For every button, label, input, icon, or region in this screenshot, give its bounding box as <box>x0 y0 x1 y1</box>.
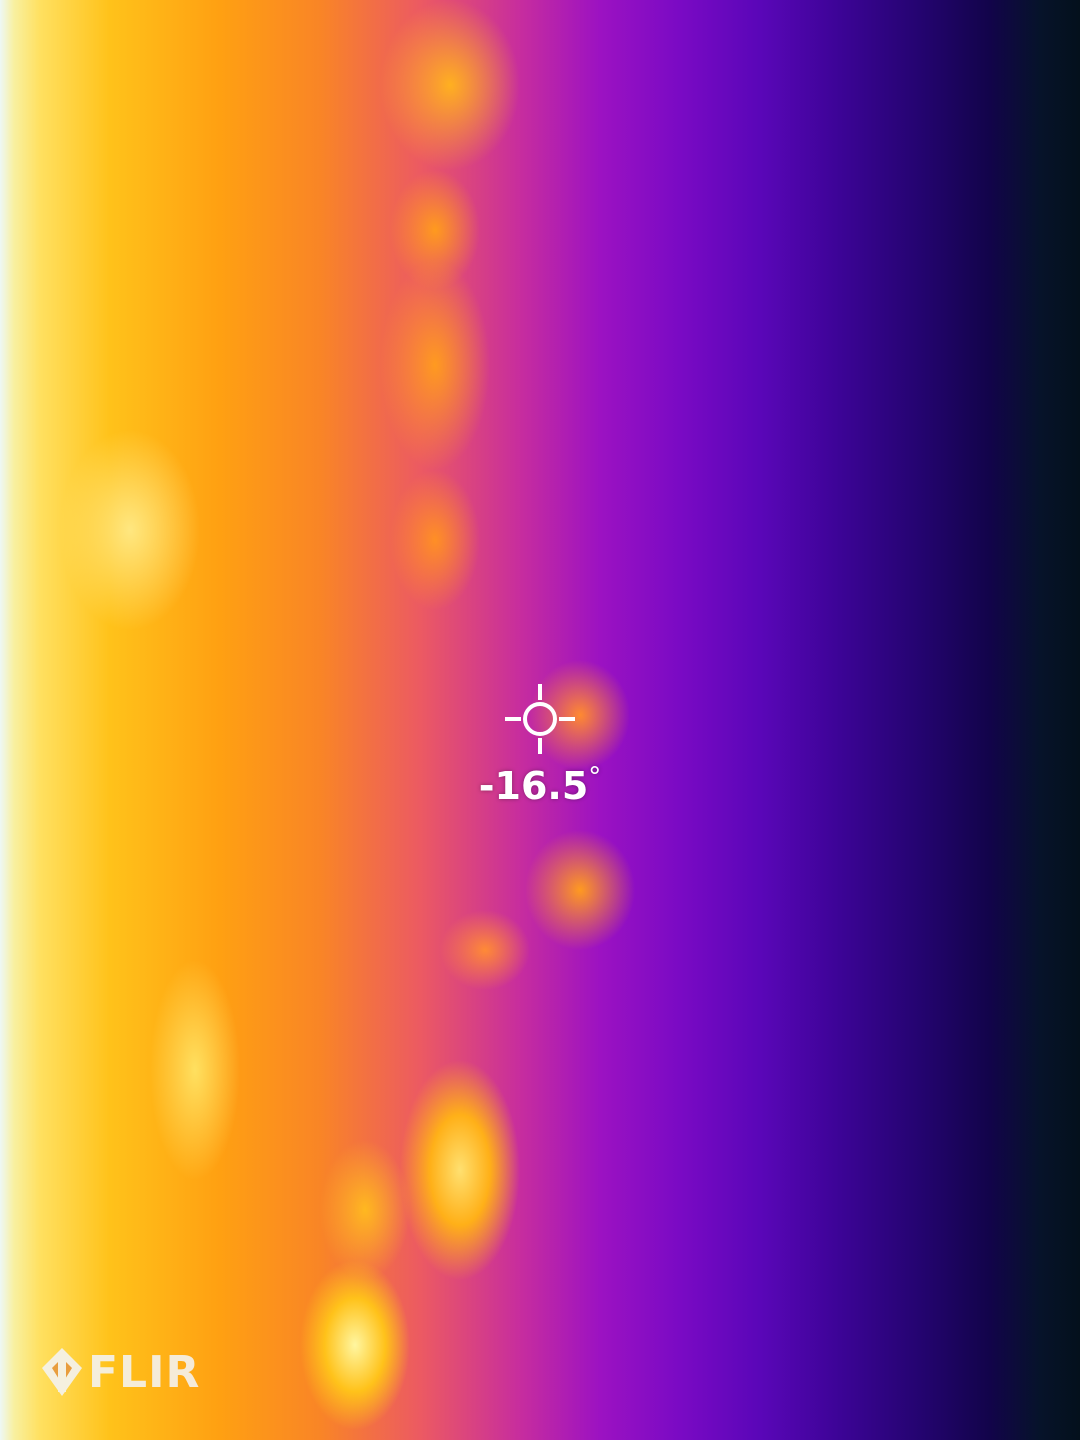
hot-spot <box>525 830 635 950</box>
hot-spot <box>390 470 480 610</box>
flir-wordmark: FLIR <box>88 1346 201 1398</box>
hot-spot <box>60 430 200 630</box>
hot-spot <box>400 1060 520 1280</box>
hot-spot <box>300 1260 410 1430</box>
hot-spot <box>390 170 480 290</box>
spot-temperature: -16.5° <box>470 762 610 808</box>
spot-temperature-unit: ° <box>588 762 602 792</box>
hot-spot <box>380 0 520 170</box>
hot-spot <box>150 960 240 1180</box>
crosshair-icon <box>505 684 575 754</box>
hot-spot <box>380 260 490 470</box>
hot-spot <box>440 910 530 990</box>
flir-diamond-icon <box>42 1348 82 1396</box>
flir-logo: FLIR <box>40 1344 200 1400</box>
spot-temperature-value: -16.5 <box>478 764 589 808</box>
hot-spot <box>320 1140 410 1280</box>
